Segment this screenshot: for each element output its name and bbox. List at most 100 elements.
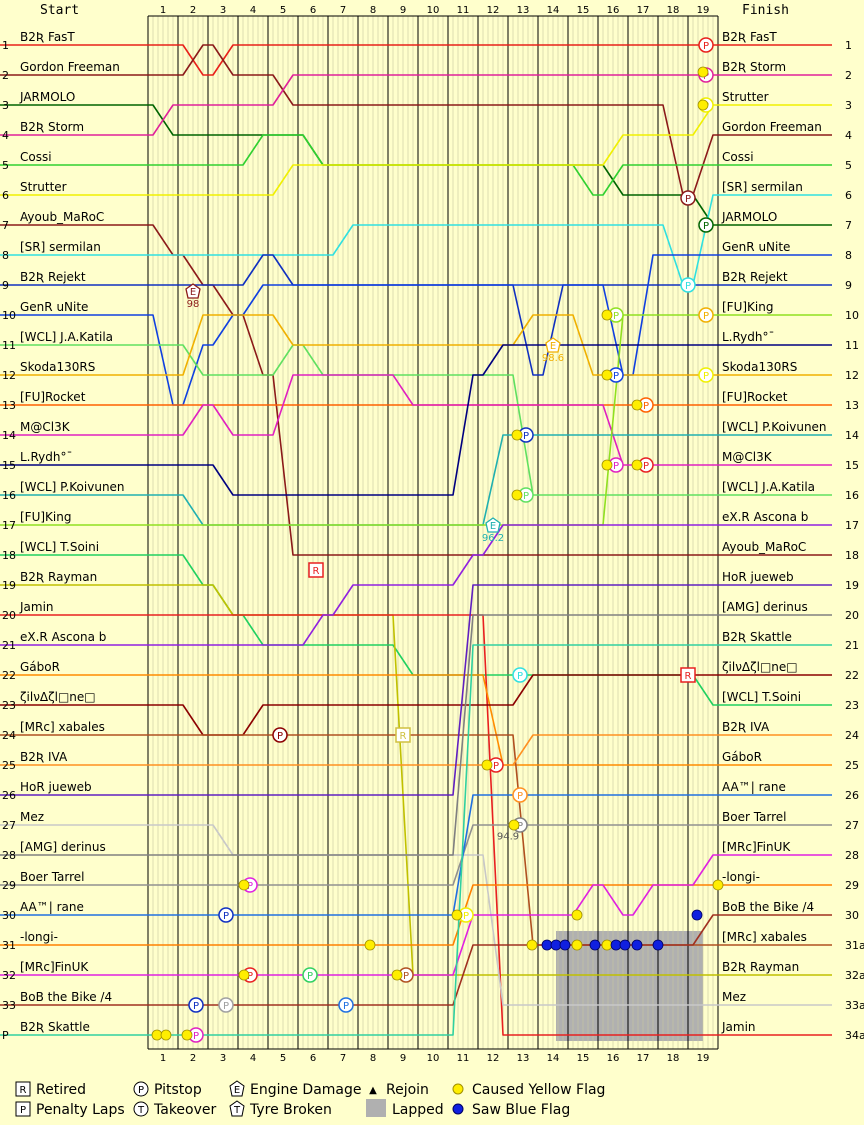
marker-label: P — [493, 761, 499, 772]
finish-driver-name: B2Ʀ Skattle — [722, 630, 792, 644]
marker-note: 96.2 — [482, 533, 504, 544]
marker-label: E — [490, 521, 496, 532]
pitstop-marker — [272, 727, 288, 743]
lap-label-top: 13 — [517, 5, 530, 16]
finish-position-number: 6 — [845, 189, 852, 202]
series-line — [0, 314, 832, 526]
retired-marker — [680, 667, 696, 683]
finish-driver-name: JARMOLO — [721, 210, 777, 224]
start-position-number: 32 — [2, 969, 16, 982]
finish-driver-name: L.Rydh°¯ — [722, 330, 775, 344]
lap-label-bottom: 14 — [547, 1053, 560, 1064]
marker-label: R — [313, 566, 320, 577]
marker-label: P — [703, 371, 709, 382]
pitstop-marker — [338, 997, 354, 1013]
finish-driver-name: Ayoub_MaRoC — [722, 540, 806, 554]
finish-driver-name: Strutter — [722, 90, 769, 104]
finish-driver-name: [WCL] P.Koivunen — [722, 420, 827, 434]
yellow-flag-dot — [571, 939, 583, 951]
marker-label: P — [613, 311, 619, 322]
start-position-number: 3 — [2, 99, 9, 112]
marker-label: P — [703, 71, 709, 82]
lapped-zone — [556, 931, 703, 1041]
start-position-number: 33 — [2, 999, 16, 1012]
legend-symbol-text: R — [20, 1085, 27, 1096]
pitstop-marker — [512, 787, 528, 803]
marker-label: P — [517, 791, 523, 802]
start-position-number: 4 — [2, 129, 9, 142]
series-line — [0, 44, 832, 196]
pitstop-marker — [698, 307, 714, 323]
marker-label: P — [307, 971, 313, 982]
finish-position-number: 31a — [845, 939, 864, 952]
chart-note: 94.9 — [497, 832, 519, 843]
finish-driver-name: BoB the Bike /4 — [722, 900, 814, 914]
blue-flag-dot — [559, 939, 571, 951]
finish-driver-name: [MRc]FinUK — [722, 840, 791, 854]
finish-driver-name: [WCL] T.Soini — [722, 690, 801, 704]
legend-label: Caused Yellow Flag — [472, 1082, 605, 1098]
finish-driver-name: HoR jueweb — [722, 570, 794, 584]
start-driver-name: M@Cl3K — [20, 420, 71, 434]
marker-label: P — [703, 41, 709, 52]
lap-label-bottom: 19 — [697, 1053, 710, 1064]
finish-position-number: 23 — [845, 699, 859, 712]
marker-label: P — [517, 671, 523, 682]
pitstop-marker — [218, 997, 234, 1013]
finish-driver-name: B2Ʀ Rayman — [722, 960, 799, 974]
finish-position-number: 15 — [845, 459, 859, 472]
yellow-flag-dot — [526, 939, 538, 951]
finish-driver-name: B2Ʀ Rejekt — [722, 270, 788, 284]
start-position-number: 1 — [2, 39, 9, 52]
start-position-number: 9 — [2, 279, 9, 292]
finish-driver-name: GenR uNite — [722, 240, 790, 254]
start-driver-name: B2Ʀ Storm — [20, 120, 84, 134]
marker-label: P — [223, 1001, 229, 1012]
finish-driver-name: Skoda130RS — [722, 360, 797, 374]
engine-damage-marker — [485, 517, 501, 533]
start-position-number: 17 — [2, 519, 16, 532]
start-position-number: 7 — [2, 219, 9, 232]
yellow-flag-dot — [181, 1029, 193, 1041]
blue-flag-dot — [610, 939, 622, 951]
marker-label: E — [190, 287, 196, 298]
finish-driver-name: Boer Tarrel — [722, 810, 787, 824]
blue-flag-dot — [589, 939, 601, 951]
start-position-number: 15 — [2, 459, 16, 472]
legend-symbol-circle — [133, 1101, 149, 1117]
series-line — [0, 794, 832, 916]
series-line — [0, 884, 832, 946]
finish-position-number: 24 — [845, 729, 859, 742]
retired-marker — [308, 562, 324, 578]
finish-driver-name: [MRc] xabales — [722, 930, 807, 944]
start-driver-name: Skoda130RS — [20, 360, 95, 374]
series-line — [0, 314, 832, 376]
marker-label: P — [247, 971, 253, 982]
legend-label: Takeover — [153, 1102, 216, 1118]
legend-label: Engine Damage — [250, 1082, 362, 1098]
series-line — [0, 194, 832, 286]
series-line — [0, 854, 832, 976]
finish-driver-name: B2Ʀ Storm — [722, 60, 786, 74]
start-driver-name: Gordon Freeman — [20, 60, 120, 74]
start-position-number: 8 — [2, 249, 9, 262]
yellow-flag-dot — [451, 909, 463, 921]
finish-driver-name: Cossi — [722, 150, 754, 164]
yellow-flag-dot — [151, 1029, 163, 1041]
marker-label: P — [643, 461, 649, 472]
start-position-number: 26 — [2, 789, 16, 802]
legend-symbol-text: T — [233, 1105, 241, 1116]
lap-label-top: 7 — [340, 5, 346, 16]
legend-symbol-text: P — [138, 1085, 144, 1096]
lap-label-bottom: 12 — [487, 1053, 500, 1064]
lap-label-bottom: 17 — [637, 1053, 650, 1064]
marker-label: P — [703, 311, 709, 322]
finish-position-number: 29 — [845, 879, 859, 892]
lap-label-bottom: 7 — [340, 1053, 346, 1064]
legend-label: Tyre Broken — [249, 1102, 332, 1118]
finish-position-number: 2 — [845, 69, 852, 82]
start-driver-name: B2Ʀ FasT — [20, 30, 75, 44]
finish-driver-name: -longi- — [722, 870, 760, 884]
finish-position-number: 33a — [845, 999, 864, 1012]
lap-label-top: 9 — [400, 5, 406, 16]
